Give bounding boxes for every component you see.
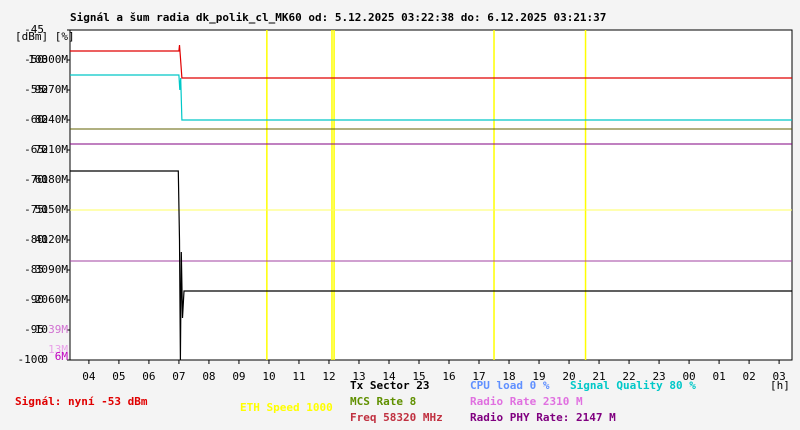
- status-text: Tx Sector 23: [350, 379, 429, 392]
- rate-mark: 13M: [48, 343, 68, 356]
- percent-tick-label: 30: [35, 263, 48, 276]
- chart-title: Signál a šum radia dk_polik_cl_MK60 od: …: [70, 11, 606, 24]
- series-line: [70, 170, 792, 361]
- y-tick-label: -55: [24, 83, 44, 96]
- series-line: [70, 44, 792, 79]
- x-tick-label: 05: [112, 370, 125, 383]
- percent-tick-label: 90: [35, 83, 48, 96]
- plot-area: [69, 29, 793, 361]
- status-text: Radio PHY Rate: 2147 M: [470, 411, 616, 424]
- x-tick-label: 16: [442, 370, 455, 383]
- x-tick-label: 09: [232, 370, 245, 383]
- percent-tick-label: 0: [41, 353, 48, 366]
- status-text: ETH Speed 1000: [240, 401, 333, 414]
- x-tick-label: 11: [292, 370, 305, 383]
- x-tick-label: 10: [262, 370, 275, 383]
- x-tick-label: 06: [142, 370, 155, 383]
- rate-tick-label: 120M: [42, 233, 69, 246]
- rate-tick-label: 210M: [42, 143, 69, 156]
- y-axis-units: [dBm] [%]: [15, 30, 75, 43]
- y-tick-label: -60: [24, 113, 44, 126]
- y-tick-label: -85: [24, 263, 44, 276]
- x-tick-label: 23: [652, 370, 665, 383]
- y-tick-label: -50: [24, 53, 44, 66]
- y-tick-label: -80: [24, 233, 44, 246]
- percent-tick-label: 70: [35, 143, 48, 156]
- rate-tick-label: 90M: [48, 263, 68, 276]
- rate-tick-label: 150M: [42, 203, 69, 216]
- percent-tick-label: 80: [35, 113, 48, 126]
- x-tick-label: 07: [172, 370, 185, 383]
- x-tick-label: 15: [412, 370, 425, 383]
- rate-tick-label: 270M: [42, 83, 69, 96]
- x-tick-label: 01: [712, 370, 725, 383]
- rate-tick-label: 300M: [42, 53, 69, 66]
- x-tick-label: 20: [562, 370, 575, 383]
- x-tick-label: 19: [532, 370, 545, 383]
- x-tick-label: 12: [322, 370, 335, 383]
- x-tick-label: 14: [382, 370, 396, 383]
- percent-tick-label: 40: [35, 233, 48, 246]
- y-tick-label: -65: [24, 143, 44, 156]
- x-tick-label: 04: [82, 370, 96, 383]
- series-line: [70, 74, 792, 121]
- x-tick-label: 17: [472, 370, 485, 383]
- percent-tick-label: 60: [35, 173, 48, 186]
- percent-tick-label: 100: [28, 53, 48, 66]
- status-text: Signal Quality 80 %: [570, 379, 696, 392]
- y-tick-label: -75: [24, 203, 44, 216]
- y-tick-label: -100: [18, 353, 45, 366]
- status-text: Radio Rate 2310 M: [470, 395, 583, 408]
- x-tick-label: 03: [772, 370, 785, 383]
- status-text: CPU load 0 %: [470, 379, 550, 392]
- x-tick-label: 08: [202, 370, 215, 383]
- y-tick-label: -45: [24, 23, 44, 36]
- y-tick-label: -95: [24, 323, 44, 336]
- x-tick-label: 22: [622, 370, 635, 383]
- x-tick-label: 21: [592, 370, 605, 383]
- status-text: Freq 58320 MHz: [350, 411, 443, 424]
- rate-tick-label: 60M: [48, 293, 68, 306]
- percent-tick-label: 50: [35, 203, 48, 216]
- y-tick-label: -90: [24, 293, 44, 306]
- rate-tick-label: 240M: [42, 113, 69, 126]
- status-text: Signál: nyní -53 dBm: [15, 395, 148, 408]
- x-tick-label: 13: [352, 370, 365, 383]
- x-tick-label: 18: [502, 370, 515, 383]
- rate-mark: 6M: [55, 350, 69, 363]
- x-tick-label: 02: [742, 370, 755, 383]
- rate-mark: 39M: [48, 323, 68, 336]
- status-text: MCS Rate 8: [350, 395, 416, 408]
- rate-tick-label: 180M: [42, 173, 69, 186]
- percent-tick-label: 20: [35, 293, 48, 306]
- x-tick-label: 00: [682, 370, 695, 383]
- y-tick-label: -70: [24, 173, 44, 186]
- percent-tick-label: 10: [35, 323, 48, 336]
- x-axis-units: [h]: [770, 379, 790, 392]
